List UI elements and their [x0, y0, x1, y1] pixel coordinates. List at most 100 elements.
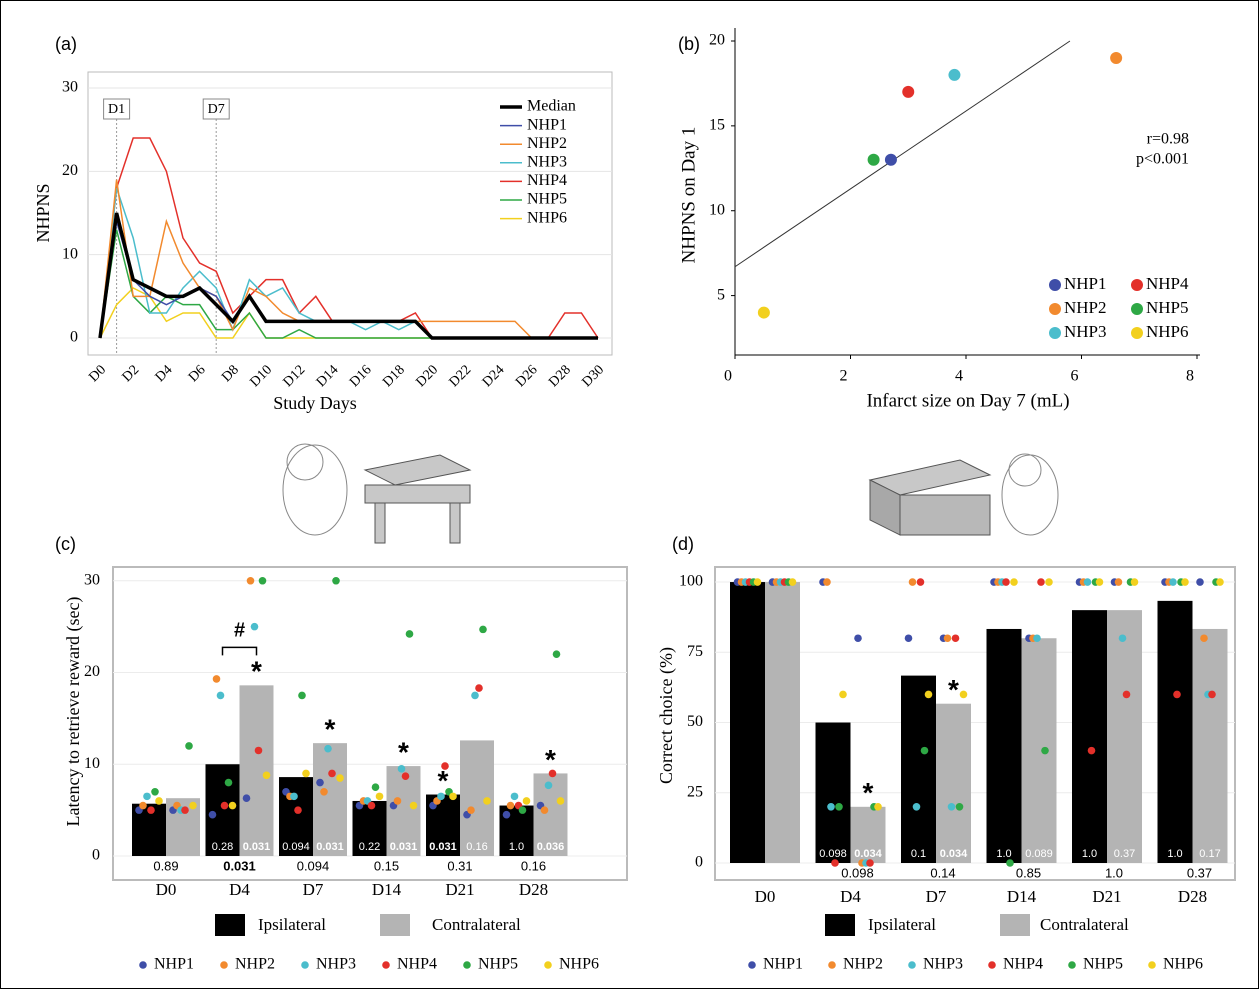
- bar-p-label: 0.031: [316, 841, 344, 853]
- subject-dot: [181, 806, 189, 814]
- subject-dot: [1088, 747, 1096, 755]
- legend-label: NHP3: [527, 153, 567, 170]
- subject-dot: [511, 793, 519, 801]
- legend-label: NHP1: [1064, 274, 1107, 293]
- subject-legend-swatch: [828, 961, 836, 969]
- subject-legend-label: NHP3: [923, 956, 963, 973]
- subject-dot: [789, 578, 797, 586]
- subject-dot: [213, 675, 221, 683]
- bar-p-label: 1.0: [996, 848, 1011, 860]
- legend-swatch: [1049, 279, 1061, 291]
- subject-legend-label: NHP5: [1083, 956, 1123, 973]
- subject-dot: [1033, 634, 1041, 642]
- bar-p-label: 0.17: [1199, 848, 1220, 860]
- point: [885, 154, 897, 166]
- bar: [1107, 610, 1142, 863]
- y-tick-label: 0: [695, 854, 703, 871]
- subject-dot: [754, 578, 762, 586]
- subject-dot: [332, 577, 340, 585]
- subject-dot: [823, 578, 831, 586]
- subject-dot: [835, 803, 843, 811]
- significance-star: *: [325, 714, 336, 745]
- legend-swatch: [1049, 303, 1061, 315]
- legend-label: Contralateral: [432, 915, 521, 934]
- legend-label: NHP6: [527, 209, 567, 226]
- category-p-label: 0.15: [374, 858, 399, 873]
- bar-p-label: 0.094: [282, 841, 310, 853]
- subject-dot: [905, 634, 913, 642]
- y-tick-label: 75: [687, 643, 703, 660]
- subject-dot: [541, 806, 549, 814]
- subject-dot: [483, 797, 491, 805]
- significance-star: *: [438, 765, 449, 796]
- subject-dot: [475, 684, 483, 692]
- panel-label: (c): [55, 534, 76, 554]
- x-tick-label: D21: [1092, 887, 1121, 906]
- subject-dot: [376, 793, 384, 801]
- legend-label: Contralateral: [1040, 915, 1129, 934]
- significance-star: *: [863, 777, 874, 808]
- point: [868, 154, 880, 166]
- subject-dot: [147, 806, 155, 814]
- subject-legend-swatch: [544, 961, 552, 969]
- x-tick-label: D14: [1007, 887, 1037, 906]
- page: (a)0102030D0D2D4D6D8D10D12D14D16D18D20D2…: [0, 0, 1259, 989]
- bar-p-label: 0.036: [537, 841, 565, 853]
- subject-dot: [467, 806, 475, 814]
- y-tick-label: 10: [62, 245, 78, 262]
- subject-dot: [1045, 578, 1053, 586]
- y-tick-label: 20: [84, 663, 100, 680]
- bar-p-label: 1.0: [1082, 848, 1097, 860]
- panel-label: (b): [678, 34, 700, 54]
- x-tick-label: 0: [724, 368, 732, 385]
- subject-dot: [503, 811, 511, 819]
- y-tick-label: 10: [84, 755, 100, 772]
- x-tick-label: D4: [229, 880, 250, 899]
- y-axis-title: NHPNS: [33, 183, 53, 242]
- subject-dot: [410, 802, 418, 810]
- x-tick-label: 2: [840, 368, 848, 385]
- bar-p-label: 0.098: [819, 848, 847, 860]
- y-axis-title: NHPNS on Day 1: [678, 127, 699, 264]
- subject-dot: [255, 747, 263, 755]
- subject-legend-label: NHP2: [235, 956, 275, 973]
- x-tick-label: D28: [1178, 887, 1207, 906]
- annotation: p<0.001: [1136, 151, 1189, 168]
- category-p-label: 0.89: [153, 858, 178, 873]
- subject-dot: [209, 811, 217, 819]
- subject-legend-swatch: [988, 961, 996, 969]
- subject-dot: [831, 859, 839, 867]
- x-axis-title: Study Days: [273, 393, 357, 413]
- subject-dot: [1200, 634, 1208, 642]
- legend-label: Median: [527, 98, 576, 115]
- subject-dot: [225, 779, 233, 787]
- bar: [730, 582, 765, 863]
- legend-label: NHP6: [1146, 322, 1189, 341]
- x-tick-label: D28: [519, 880, 548, 899]
- subject-dot: [1169, 578, 1177, 586]
- subject-legend-label: NHP6: [1163, 956, 1203, 973]
- subject-dot: [545, 782, 553, 790]
- bar: [816, 723, 851, 863]
- category-p-label: 0.16: [521, 858, 546, 873]
- bar: [987, 629, 1022, 863]
- y-axis-title: Latency to retrieve reward (sec): [63, 597, 84, 827]
- marker-label: D7: [208, 102, 225, 117]
- legend-label: NHP5: [1146, 298, 1189, 317]
- subject-legend-swatch: [748, 961, 756, 969]
- subject-dot: [471, 692, 479, 700]
- legend-swatch: [1049, 327, 1061, 339]
- subject-dot: [479, 626, 487, 634]
- subject-dot: [298, 692, 306, 700]
- subject-dot: [263, 771, 271, 779]
- subject-legend-label: NHP6: [559, 956, 599, 973]
- subject-dot: [1010, 578, 1018, 586]
- subject-legend-label: NHP2: [843, 956, 883, 973]
- subject-dot: [1196, 578, 1204, 586]
- point: [948, 69, 960, 81]
- subject-legend-label: NHP1: [763, 956, 803, 973]
- category-p-label: 0.094: [297, 858, 330, 873]
- panel-label: (d): [672, 534, 694, 554]
- y-tick-label: 0: [92, 847, 100, 864]
- bar-p-label: 0.22: [359, 841, 380, 853]
